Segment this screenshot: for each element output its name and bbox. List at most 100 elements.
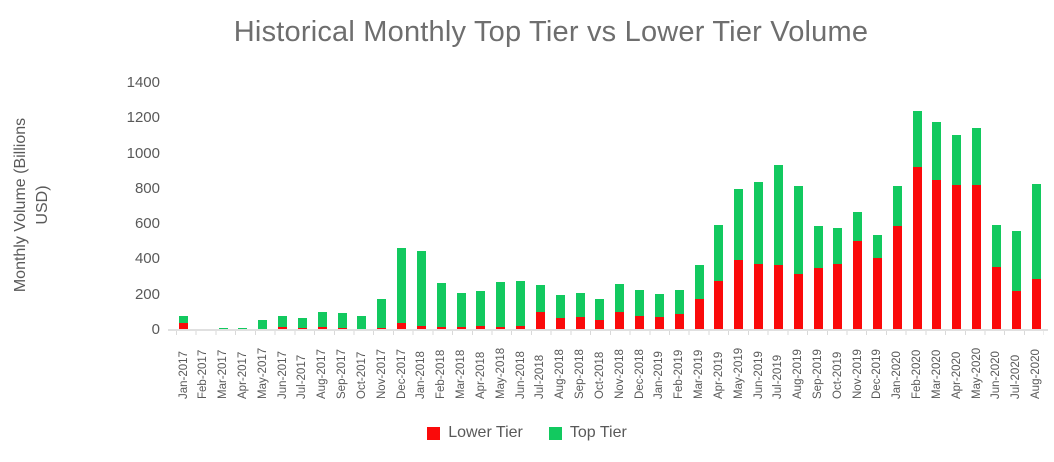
bar-sep-2019[interactable]: [814, 226, 823, 330]
lower-tier-segment: [615, 312, 624, 330]
top-tier-segment: [576, 293, 585, 317]
lower-tier-segment: [893, 226, 902, 330]
x-label-cell: Mar-2017: [219, 337, 228, 399]
bar-jun-2019[interactable]: [754, 182, 763, 330]
top-tier-segment: [1032, 184, 1041, 279]
top-tier-segment: [952, 135, 961, 185]
legend-item-lower-tier[interactable]: Lower Tier: [427, 424, 523, 442]
x-axis-label-nov-2018: Nov-2018: [614, 337, 626, 399]
x-axis-label-may-2017: May-2017: [257, 337, 269, 399]
top-tier-segment: [318, 312, 327, 328]
bar-dec-2019[interactable]: [873, 235, 882, 330]
top-tier-segment: [516, 281, 525, 325]
bar-apr-2018[interactable]: [476, 291, 485, 330]
stacked-bar-chart: Historical Monthly Top Tier vs Lower Tie…: [0, 0, 1054, 462]
bar-jun-2020[interactable]: [992, 225, 1001, 330]
bar-mar-2018[interactable]: [457, 293, 466, 330]
bars: [176, 83, 1044, 330]
top-tier-segment: [695, 265, 704, 300]
x-label-cell: Nov-2018: [615, 337, 624, 399]
top-tier-segment: [853, 212, 862, 240]
bar-feb-2020[interactable]: [913, 111, 922, 330]
bar-dec-2017[interactable]: [397, 248, 406, 330]
x-label-cell: Jul-2017: [298, 337, 307, 399]
bar-aug-2019[interactable]: [794, 186, 803, 330]
x-label-cell: Feb-2020: [913, 337, 922, 399]
x-label-cell: May-2020: [972, 337, 981, 399]
bar-aug-2017[interactable]: [318, 312, 327, 330]
y-tick-label-0: 0: [88, 321, 160, 339]
x-label-cell: Feb-2017: [199, 337, 208, 399]
bar-jul-2020[interactable]: [1012, 231, 1021, 330]
x-axis-label-sep-2018: Sep-2018: [574, 337, 586, 399]
top-tier-segment: [377, 299, 386, 328]
lower-tier-segment: [576, 317, 585, 330]
x-axis-label-feb-2018: Feb-2018: [435, 337, 447, 399]
x-label-cell: Jan-2018: [417, 337, 426, 399]
x-axis-label-jan-2020: Jan-2020: [891, 337, 903, 399]
bar-may-2020[interactable]: [972, 128, 981, 330]
bar-nov-2019[interactable]: [853, 212, 862, 330]
x-label-cell: Apr-2017: [238, 337, 247, 399]
top-tier-segment: [814, 226, 823, 269]
legend-swatch-top-tier: [549, 427, 562, 440]
bar-feb-2018[interactable]: [437, 283, 446, 330]
legend-label: Lower Tier: [448, 424, 523, 442]
bar-jun-2018[interactable]: [516, 281, 525, 330]
x-label-cell: Feb-2019: [675, 337, 684, 399]
x-axis-label-oct-2017: Oct-2017: [356, 337, 368, 399]
bar-oct-2017[interactable]: [357, 316, 366, 330]
top-tier-segment: [873, 235, 882, 258]
bar-mar-2019[interactable]: [695, 265, 704, 330]
x-axis-label-feb-2020: Feb-2020: [911, 337, 923, 399]
bar-nov-2018[interactable]: [615, 284, 624, 330]
bar-jul-2018[interactable]: [536, 285, 545, 330]
bar-sep-2017[interactable]: [338, 313, 347, 330]
bar-aug-2018[interactable]: [556, 295, 565, 330]
bar-apr-2019[interactable]: [714, 225, 723, 330]
bar-apr-2020[interactable]: [952, 135, 961, 330]
x-axis-label-jun-2017: Jun-2017: [277, 337, 289, 399]
x-label-cell: Dec-2017: [397, 337, 406, 399]
x-axis-label-may-2019: May-2019: [733, 337, 745, 399]
x-axis-label-dec-2018: Dec-2018: [634, 337, 646, 399]
y-axis-title-line1: Monthly Volume (Billions: [10, 80, 32, 330]
x-axis-label-jun-2018: Jun-2018: [515, 337, 527, 399]
top-tier-segment: [338, 313, 347, 328]
bar-aug-2020[interactable]: [1032, 184, 1041, 330]
bar-mar-2020[interactable]: [932, 122, 941, 330]
lower-tier-segment: [754, 264, 763, 330]
x-axis-label-oct-2018: Oct-2018: [594, 337, 606, 399]
top-tier-segment: [893, 186, 902, 226]
bar-jan-2017[interactable]: [179, 316, 188, 330]
bar-jan-2020[interactable]: [893, 186, 902, 330]
lower-tier-segment: [635, 316, 644, 330]
x-label-cell: Dec-2018: [635, 337, 644, 399]
x-label-cell: May-2019: [734, 337, 743, 399]
x-axis-label-jun-2019: Jun-2019: [753, 337, 765, 399]
bar-jan-2019[interactable]: [655, 294, 664, 330]
x-axis-label-mar-2019: Mar-2019: [693, 337, 705, 399]
bar-oct-2019[interactable]: [833, 228, 842, 330]
bar-feb-2019[interactable]: [675, 290, 684, 330]
x-axis-label-may-2018: May-2018: [495, 337, 507, 399]
bar-jul-2019[interactable]: [774, 165, 783, 330]
bar-may-2019[interactable]: [734, 189, 743, 330]
bar-oct-2018[interactable]: [595, 299, 604, 330]
top-tier-segment: [913, 111, 922, 166]
bar-jan-2018[interactable]: [417, 251, 426, 330]
lower-tier-segment: [794, 274, 803, 330]
top-tier-segment: [833, 228, 842, 264]
x-axis-label-jul-2019: Jul-2019: [772, 337, 784, 399]
legend-item-top-tier[interactable]: Top Tier: [549, 424, 627, 442]
bar-jun-2017[interactable]: [278, 316, 287, 330]
x-label-cell: Jun-2020: [992, 337, 1001, 399]
y-tick-label-1000: 1000: [88, 145, 160, 163]
bar-dec-2018[interactable]: [635, 290, 644, 330]
bar-may-2018[interactable]: [496, 282, 505, 330]
x-axis-label-nov-2019: Nov-2019: [852, 337, 864, 399]
x-label-cell: Sep-2019: [814, 337, 823, 399]
bar-nov-2017[interactable]: [377, 299, 386, 330]
bar-sep-2018[interactable]: [576, 293, 585, 330]
x-label-cell: Apr-2019: [714, 337, 723, 399]
